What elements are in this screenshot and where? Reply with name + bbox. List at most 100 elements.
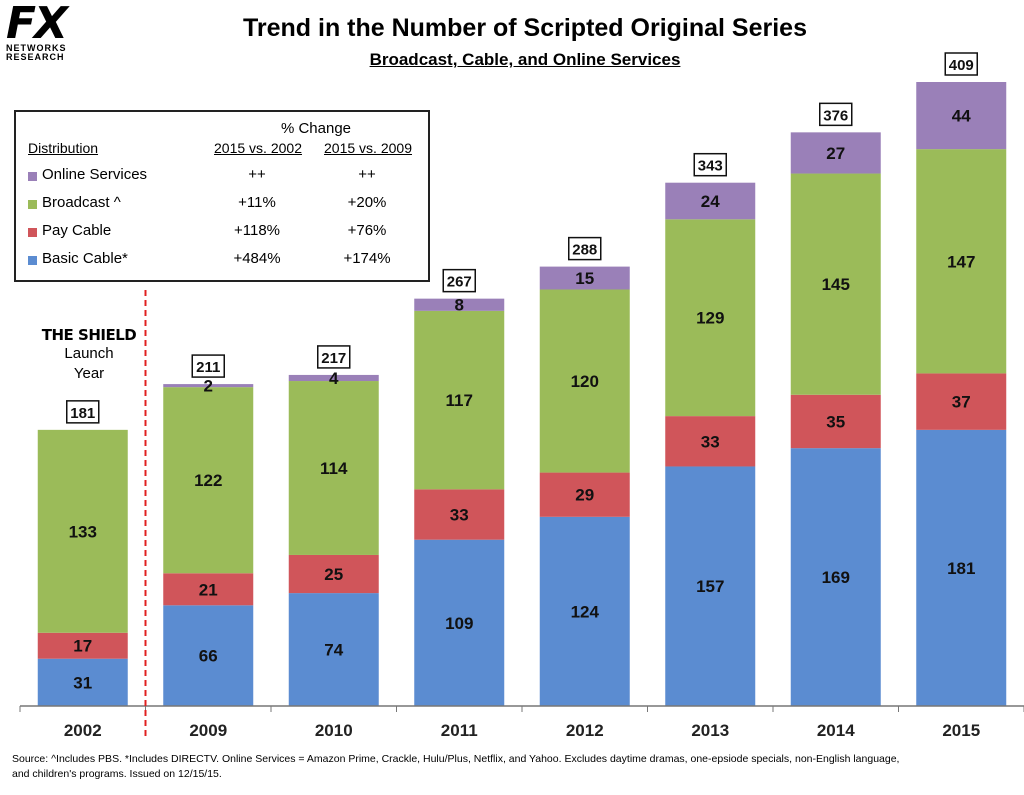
total-box-2011	[442, 268, 476, 293]
total-box-2002	[66, 400, 100, 424]
bar-segment-basic-cable-2013	[665, 466, 756, 706]
data-label-broadcast-2014: 145	[822, 275, 850, 294]
total-label-2013: 343	[698, 158, 723, 175]
data-label-basic-cable-2010: 74	[324, 641, 343, 660]
bar-segment-basic-cable-2014	[790, 448, 881, 706]
bar-segment-broadcast-2012	[539, 289, 630, 473]
data-label-broadcast-2013: 129	[696, 309, 724, 328]
data-label-pay-cable-2014: 35	[826, 412, 845, 431]
total-box-2012	[568, 236, 602, 261]
legend-row-broadcast: Broadcast ^ +11% +20%	[16, 192, 428, 220]
bar-segment-broadcast-2011	[414, 310, 505, 490]
col-2015-vs-2009-header: 2015 vs. 2009	[324, 140, 412, 156]
bar-segment-online-services-2011	[414, 298, 505, 311]
bar-segment-pay-cable-2009	[163, 573, 254, 606]
legend-label: Basic Cable*	[42, 250, 128, 267]
bar-segment-online-services-2012	[539, 266, 630, 290]
basic-cable-swatch	[28, 256, 37, 265]
total-box-2013	[693, 152, 727, 177]
bar-segment-broadcast-2013	[665, 219, 756, 417]
data-label-online-services-2013: 24	[701, 192, 720, 211]
annotation-line3: Year	[73, 365, 105, 382]
data-label-pay-cable-2015: 37	[952, 393, 971, 412]
data-label-broadcast-2011: 117	[446, 391, 473, 410]
x-tick-label-2015: 2015	[942, 721, 980, 740]
x-tick-label-2013: 2013	[691, 721, 729, 740]
the-shield-annotation: THE SHIELD Launch Year	[24, 326, 154, 384]
logo-line2: RESEARCH	[6, 52, 65, 62]
bar-segment-pay-cable-2015	[916, 373, 1007, 430]
x-tick-label-2012: 2012	[566, 721, 604, 740]
bar-segment-pay-cable-2012	[539, 472, 630, 517]
bar-segment-pay-cable-2013	[665, 416, 756, 467]
fx-logo: FX NETWORKS RESEARCH	[6, 2, 86, 70]
legend-label: Broadcast ^	[42, 194, 121, 211]
total-label-2009: 211	[196, 359, 220, 376]
total-label-2002: 181	[70, 405, 95, 422]
data-label-pay-cable-2010: 25	[324, 565, 343, 584]
data-label-online-services-2009: 2	[204, 377, 213, 396]
legend-value-2002: +484%	[233, 250, 281, 267]
total-label-2015: 409	[949, 57, 974, 74]
bar-segment-pay-cable-2014	[790, 394, 881, 449]
legend-value-2002: +118%	[233, 222, 280, 239]
data-label-pay-cable-2009: 21	[199, 580, 218, 599]
bar-segment-pay-cable-2010	[288, 554, 379, 594]
data-label-basic-cable-2012: 124	[571, 602, 600, 621]
data-label-broadcast-2002: 133	[69, 522, 97, 541]
bar-segment-basic-cable-2010	[288, 593, 379, 706]
data-label-broadcast-2012: 120	[571, 372, 599, 391]
total-box-2014	[819, 102, 853, 127]
logo-line1: NETWORKS	[6, 43, 67, 53]
total-label-2010: 217	[321, 350, 346, 367]
legend-row-pay-cable: Pay Cable +118% +76%	[16, 220, 428, 248]
legend-table: % Change Distribution 2015 vs. 2002 2015…	[14, 110, 430, 282]
bar-segment-broadcast-2002	[37, 429, 128, 633]
footnote-line1: Source: ^Includes PBS. *Includes DIRECTV…	[12, 753, 900, 765]
bar-segment-broadcast-2010	[288, 381, 379, 555]
data-label-online-services-2011: 8	[455, 296, 464, 315]
legend-value-2009: ++	[358, 166, 376, 183]
legend-value-2009: +76%	[347, 222, 387, 239]
legend-value-2002: ++	[248, 166, 266, 183]
x-tick-label-2011: 2011	[441, 721, 478, 740]
data-label-broadcast-2009: 122	[194, 471, 222, 490]
data-label-basic-cable-2002: 31	[73, 673, 92, 692]
total-box-2010	[317, 345, 351, 369]
bar-segment-online-services-2010	[288, 374, 379, 382]
chart-title: Trend in the Number of Scripted Original…	[242, 14, 807, 42]
bar-segment-basic-cable-2009	[163, 605, 254, 706]
total-label-2012: 288	[572, 242, 597, 259]
online-swatch	[28, 172, 37, 181]
data-label-online-services-2010: 4	[329, 369, 339, 388]
bar-segment-basic-cable-2012	[539, 516, 630, 706]
bar-segment-basic-cable-2011	[414, 539, 505, 706]
data-label-online-services-2014: 27	[826, 144, 845, 163]
data-label-basic-cable-2015: 181	[947, 559, 975, 578]
annotation-title: THE SHIELD	[41, 326, 137, 344]
bar-segment-online-services-2014	[790, 132, 881, 174]
bar-segment-broadcast-2014	[790, 173, 881, 395]
broadcast-swatch	[28, 200, 37, 209]
x-tick-label-2010: 2010	[315, 721, 353, 740]
data-label-broadcast-2010: 114	[320, 459, 348, 478]
x-tick-label-2014: 2014	[817, 721, 855, 740]
distribution-header: Distribution	[28, 140, 99, 156]
chart-subtitle: Broadcast, Cable, and Online Services	[369, 50, 681, 69]
annotation-line2: Launch	[64, 345, 114, 362]
legend-value-2002: +11%	[238, 194, 276, 211]
bar-segment-broadcast-2015	[916, 149, 1007, 374]
footnote-line2: and children's programs. Issued on 12/15…	[12, 768, 222, 780]
data-label-pay-cable-2011: 33	[450, 506, 469, 525]
bar-segment-online-services-2013	[665, 182, 756, 220]
total-label-2011: 267	[447, 274, 472, 291]
data-label-broadcast-2015: 147	[947, 252, 975, 271]
data-label-online-services-2015: 44	[952, 107, 971, 126]
bar-segment-basic-cable-2002	[37, 658, 128, 706]
pct-change-header: % Change	[280, 120, 352, 137]
legend-value-2009: +174%	[343, 250, 391, 267]
bar-segment-online-services-2009	[163, 384, 254, 388]
data-label-pay-cable-2002: 17	[73, 637, 92, 656]
data-label-online-services-2012: 15	[575, 269, 594, 288]
